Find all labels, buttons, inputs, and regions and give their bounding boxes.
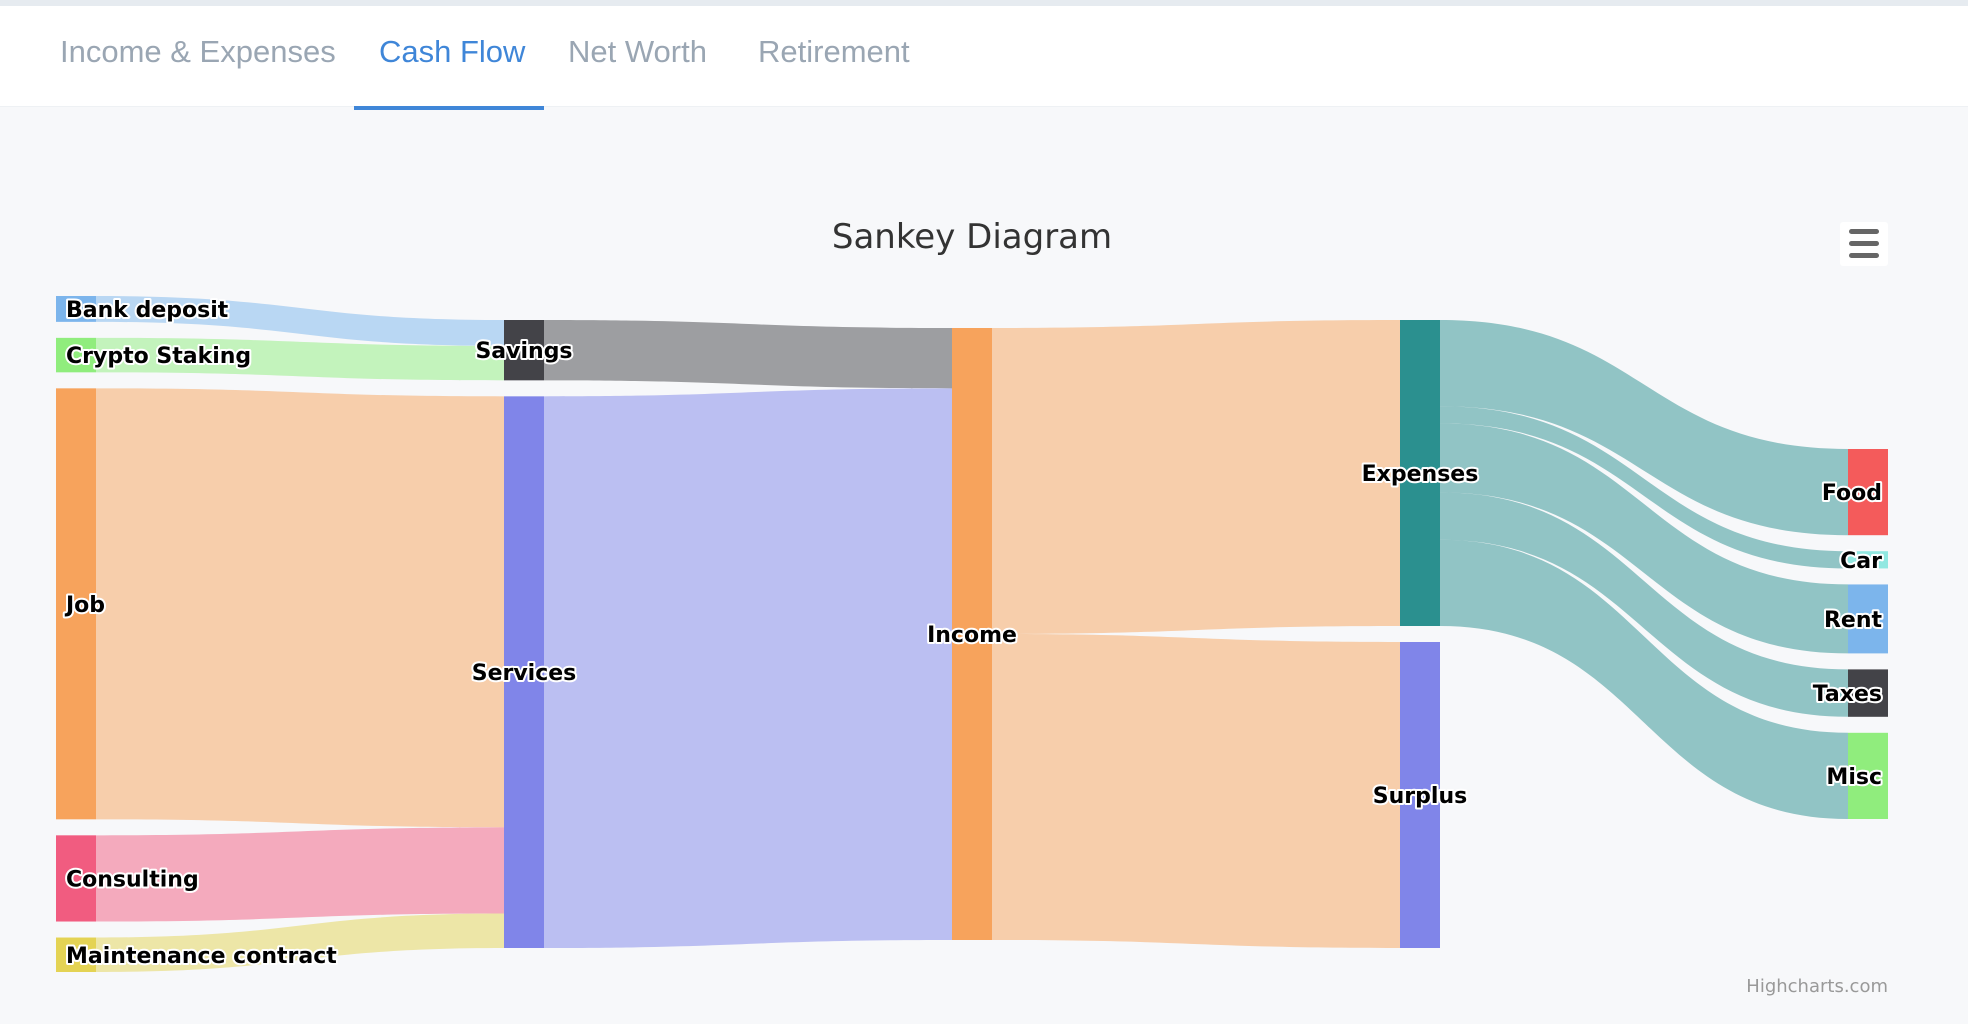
node-label-consulting: Consulting	[66, 867, 199, 892]
node-rent[interactable]	[1848, 584, 1888, 654]
node-savings[interactable]	[504, 320, 544, 381]
node-food[interactable]	[1848, 449, 1888, 536]
link-savings-to-income[interactable]	[544, 320, 952, 389]
link-maintenance-contract-to-services[interactable]	[96, 913, 504, 972]
node-expenses[interactable]	[1400, 320, 1440, 626]
link-expenses-to-misc[interactable]	[1440, 539, 1848, 819]
sankey-links	[96, 296, 1848, 972]
link-crypto-staking-to-savings[interactable]	[96, 337, 504, 381]
node-label-services: Services	[472, 661, 577, 686]
link-consulting-to-services[interactable]	[96, 827, 504, 922]
sankey-nodes	[56, 296, 1888, 972]
sankey-labels: Bank deposit Crypto Staking Job Consulting M…	[62, 296, 1884, 971]
node-label-misc: Misc	[1826, 765, 1882, 790]
hamburger-menu-icon[interactable]	[1849, 229, 1879, 258]
node-label-savings: Savings	[475, 339, 572, 364]
tab-net-worth[interactable]: Net Worth	[568, 34, 707, 69]
link-income-to-surplus[interactable]	[992, 634, 1400, 948]
node-label-rent: Rent	[1824, 608, 1883, 633]
chart-context-menu-button[interactable]	[1840, 222, 1888, 266]
link-income-to-expenses[interactable]	[992, 320, 1400, 634]
top-border	[0, 0, 1968, 6]
node-label-maintenance-contract: Maintenance contract	[66, 944, 337, 969]
node-consulting[interactable]	[56, 835, 96, 922]
node-job[interactable]	[56, 388, 96, 820]
node-income[interactable]	[952, 328, 992, 940]
node-label-crypto-staking: Crypto Staking	[66, 344, 251, 369]
tab-cash-flow[interactable]: Cash Flow	[379, 34, 526, 69]
node-label-job: Job	[64, 593, 105, 618]
node-surplus[interactable]	[1400, 642, 1440, 948]
tab-income-expenses[interactable]: Income & Expenses	[60, 34, 336, 69]
node-label-expenses: Expenses	[1362, 462, 1479, 487]
node-taxes[interactable]	[1848, 669, 1888, 717]
node-misc[interactable]	[1848, 732, 1888, 819]
link-expenses-to-car[interactable]	[1440, 406, 1848, 569]
link-expenses-to-rent[interactable]	[1440, 423, 1848, 654]
tab-bar: Income & Expenses Cash Flow Net Worth Re…	[0, 6, 1968, 110]
chart-title: Sankey Diagram	[832, 217, 1112, 257]
link-bank-deposit-to-savings[interactable]	[96, 296, 504, 346]
node-maintenance-contract[interactable]	[56, 937, 96, 972]
link-expenses-to-food[interactable]	[1440, 320, 1848, 536]
link-job-to-services[interactable]	[96, 388, 504, 828]
chart-credits[interactable]: Highcharts.com	[1746, 976, 1888, 997]
link-services-to-income[interactable]	[544, 388, 952, 949]
node-car[interactable]	[1848, 551, 1888, 569]
tab-retirement[interactable]: Retirement	[758, 34, 910, 69]
node-bank-deposit[interactable]	[56, 296, 96, 322]
link-expenses-to-taxes[interactable]	[1440, 492, 1848, 717]
node-label-food: Food	[1822, 481, 1882, 506]
node-crypto-staking[interactable]	[56, 337, 96, 373]
node-label-surplus: Surplus	[1373, 784, 1467, 809]
node-label-car: Car	[1840, 549, 1882, 574]
node-services[interactable]	[504, 396, 544, 949]
sankey-chart: Sankey Diagram Bank deposit Crypto Stakin…	[56, 217, 1888, 997]
node-label-taxes: Taxes	[1813, 682, 1882, 707]
node-label-bank-deposit: Bank deposit	[66, 298, 229, 323]
node-label-income: Income	[927, 623, 1017, 648]
active-tab-indicator	[354, 106, 544, 110]
